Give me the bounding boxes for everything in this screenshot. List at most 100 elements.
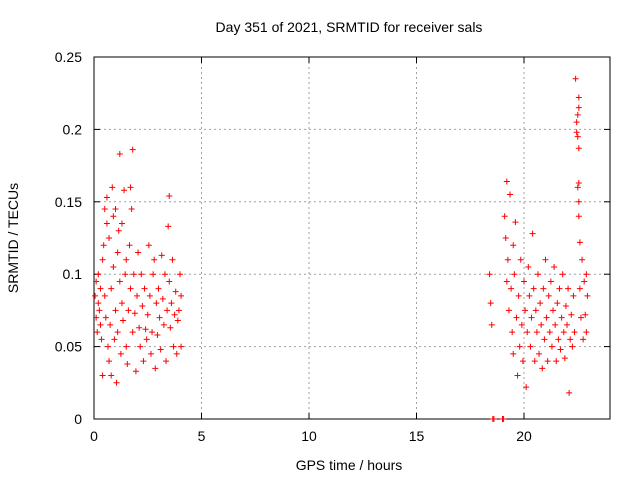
data-point [94,329,101,336]
data-point [173,350,180,357]
data-point [508,285,515,292]
data-point [163,358,170,365]
data-point [542,256,549,263]
data-point [580,336,587,343]
data-point [568,311,575,318]
y-tick-label: 0.1 [63,266,83,282]
data-point [108,285,115,292]
y-tick-label: 0.05 [55,339,82,355]
data-point [118,220,125,227]
data-point [490,416,497,422]
data-point [575,145,582,152]
data-point [164,307,171,314]
data-point [543,314,550,321]
data-point [177,271,183,278]
data-point [517,256,524,263]
data-point [526,292,533,299]
data-point [97,285,104,292]
data-point [562,303,569,310]
data-point [523,384,530,391]
data-point [583,329,590,336]
y-tick-label: 0 [74,411,82,427]
data-point [116,151,123,158]
x-tick-label: 10 [301,428,317,444]
x-tick-label: 5 [198,428,206,444]
data-point [95,271,102,278]
data-point [174,317,181,324]
data-point [573,119,580,126]
data-point [532,307,539,314]
data-point [155,285,162,292]
data-point [551,263,558,270]
data-point [102,314,109,321]
data-point [121,187,128,194]
data-point [99,372,106,379]
data-point [115,227,122,234]
axis-ticks: 0 5 10 15 20 0 0.05 0.1 0.15 0.2 0.25 [55,49,610,444]
data-point [107,321,114,328]
y-tick-label: 0.25 [55,49,82,65]
data-point [154,332,161,339]
data-point [547,278,554,285]
data-point [503,178,510,185]
data-point [533,329,540,336]
data-point [166,193,173,200]
data-point [522,307,529,314]
data-point [166,278,173,285]
data-point [558,314,565,321]
data-point [93,278,100,285]
data-point [581,278,588,285]
data-point [575,179,582,186]
data-point [579,256,586,263]
data-point [103,194,110,201]
data-point [139,303,146,310]
data-point [545,292,552,299]
data-point [503,278,510,285]
data-point [106,358,113,365]
data-point [106,235,113,241]
data-point [519,358,526,365]
data-point [127,285,134,292]
data-point [123,256,130,263]
data-point [574,111,581,118]
data-point [507,191,514,198]
data-point [116,278,123,285]
data-point [546,329,553,336]
data-point [153,300,160,307]
data-point [565,285,572,292]
data-point [525,263,532,270]
data-point [171,311,178,318]
data-point [125,307,132,314]
data-point [112,206,119,213]
data-point [570,292,577,299]
data-point [114,249,121,256]
data-point [512,219,519,226]
data-point [137,343,144,350]
data-point [101,206,108,213]
data-point [170,343,177,350]
data-point [515,292,522,299]
data-point [103,220,110,227]
data-point [575,213,582,220]
data-point [564,321,570,328]
data-point [583,271,590,278]
data-point [165,223,172,230]
data-point [560,329,567,336]
data-point [500,416,507,422]
data-point [553,358,560,365]
data-point [93,314,100,321]
data-point [100,242,107,249]
data-point [178,292,185,299]
data-point [559,271,566,278]
data-point [569,343,576,350]
data-point [544,358,551,365]
data-point [175,307,182,314]
data-point [129,329,136,336]
data-point [156,314,163,321]
data-point [505,307,512,314]
data-point [513,314,520,321]
data-point [128,206,135,213]
data-point [172,288,179,295]
data-point [488,321,495,328]
